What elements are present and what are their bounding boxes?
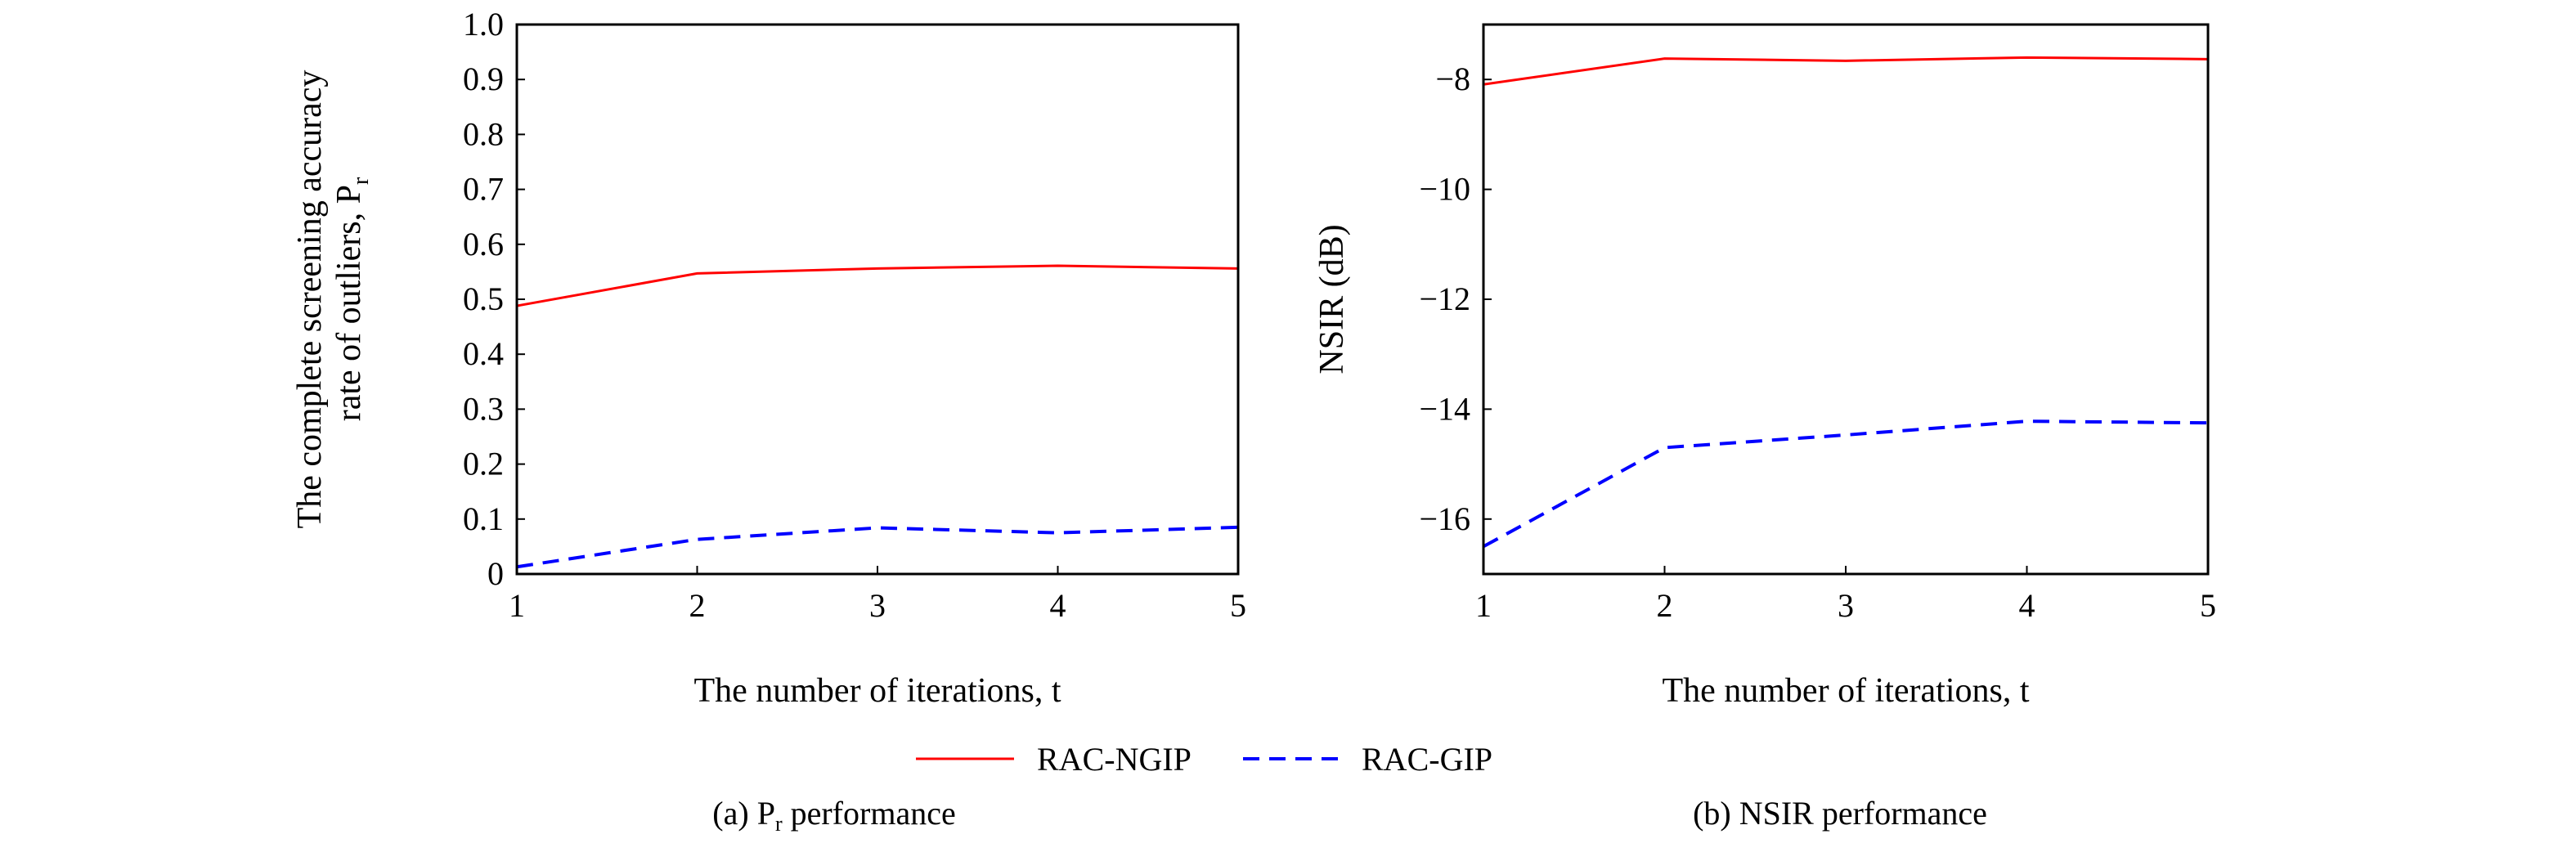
panel-b-ytick-label: −10 <box>1419 171 1470 208</box>
panel-a-ytick-label: 0.3 <box>463 390 504 427</box>
panel-b-ytick-label: −8 <box>1435 61 1470 97</box>
panel-a-series-rac-ngip <box>516 264 1239 307</box>
panel-a-plot-frame <box>515 23 1240 576</box>
legend-label-rac-gip: RAC-GIP <box>1362 741 1492 778</box>
panel-a-ytick-label: 0.7 <box>463 171 504 208</box>
panel-a-ytick-label: 0.2 <box>463 446 504 482</box>
panel-a-ytick-label: 0.4 <box>463 335 504 372</box>
panel-a-ytick-label: 0.8 <box>463 115 504 152</box>
panel-b-xtick-label: 2 <box>1657 587 1673 624</box>
panel-b-series-rac-gip <box>1483 419 2209 549</box>
panel-a-chart: The complete screening accuracy rate of … <box>291 6 1246 836</box>
panel-b-xtick-label: 4 <box>2019 587 2035 624</box>
panel-b-ytick-label: −14 <box>1419 390 1470 427</box>
panel-b-chart: NSIR (dB) The number of iterations, t (b… <box>1313 23 2216 832</box>
panel-a-xtick-label: 1 <box>509 587 525 624</box>
panel-a-xtick-label: 3 <box>869 587 886 624</box>
panel-a-series-rac-gip <box>516 525 1239 569</box>
panel-a-ylabel-line2: rate of outliers, Pr <box>330 177 374 421</box>
panel-b-xtick-label: 5 <box>2200 587 2216 624</box>
panel-a-ytick-label: 0 <box>487 555 504 592</box>
panel-a-xtick-label: 2 <box>689 587 706 624</box>
legend-label-rac-ngip: RAC-NGIP <box>1037 741 1192 778</box>
panel-b-caption: (b) NSIR performance <box>1693 795 1987 832</box>
panel-b-ylabel: NSIR (dB) <box>1313 224 1351 374</box>
panel-b-xlabel: The number of iterations, t <box>1662 672 2029 710</box>
panel-a-xlabel: The number of iterations, t <box>693 672 1061 710</box>
panel-b-ytick-label: −12 <box>1419 280 1470 317</box>
panel-b-xtick-label: 3 <box>1838 587 1854 624</box>
panel-a-ytick-label: 0.1 <box>463 500 504 537</box>
panel-a-ytick-label: 0.5 <box>463 280 504 317</box>
panel-a-xtick-label: 5 <box>1230 587 1246 624</box>
panel-b-series-rac-ngip <box>1483 56 2209 86</box>
panel-a-caption: (a) Pr performance <box>712 795 955 836</box>
panel-b-ytick-label: −16 <box>1419 500 1470 537</box>
panel-a-ytick-label: 1.0 <box>463 6 504 43</box>
panel-a-ytick-label: 0.6 <box>463 226 504 262</box>
panel-a-ylabel-line1: The complete screening accuracy <box>291 70 329 529</box>
panel-b-xtick-label: 1 <box>1475 587 1492 624</box>
legend: RAC-NGIP RAC-GIP <box>916 741 1492 778</box>
panel-b-plot-frame <box>1482 23 2210 576</box>
panel-a-ytick-label: 0.9 <box>463 61 504 97</box>
panel-a-xtick-label: 4 <box>1050 587 1066 624</box>
